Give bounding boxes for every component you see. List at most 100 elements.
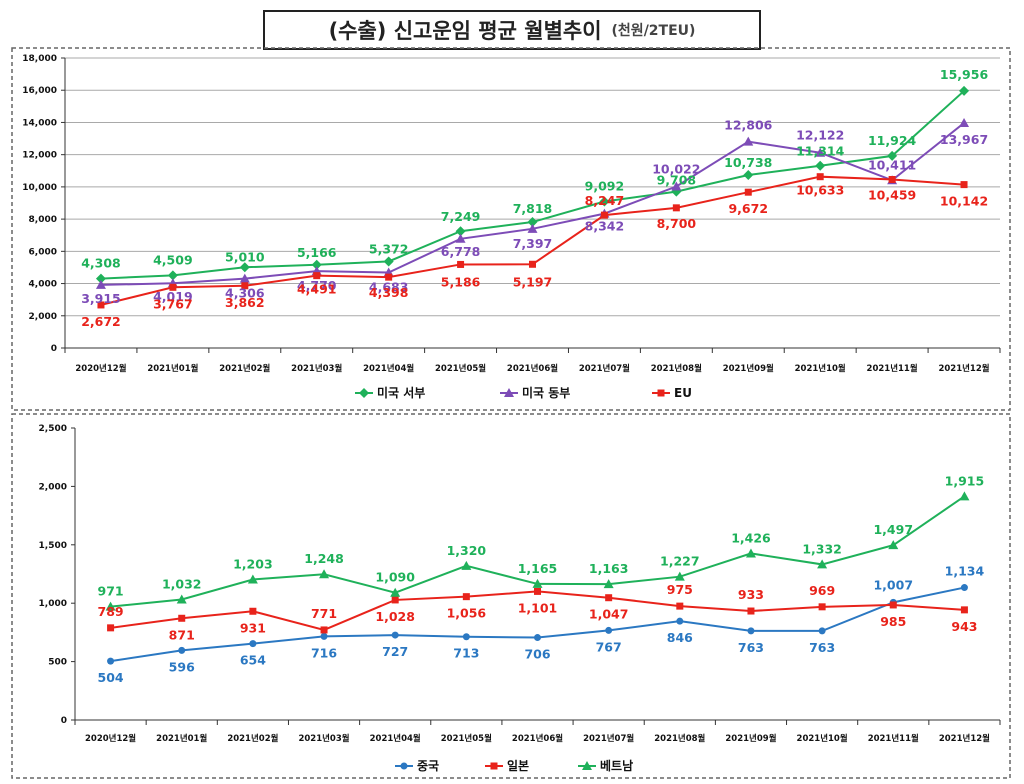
- data-point: [815, 160, 826, 171]
- data-point: [600, 211, 608, 219]
- y-tick-label: 12,000: [22, 151, 57, 161]
- y-tick-label: 8,000: [29, 215, 57, 225]
- data-label: 1,163: [589, 561, 629, 576]
- data-label: 596: [169, 659, 195, 674]
- x-tick-label: 2021년09월: [725, 733, 776, 744]
- legend-marker: [582, 761, 592, 770]
- data-point: [527, 223, 538, 233]
- data-label: 1,047: [589, 607, 629, 622]
- data-point: [97, 301, 105, 309]
- data-point: [818, 627, 826, 635]
- data-point: [529, 260, 536, 268]
- x-tick-label: 2021년05월: [435, 363, 486, 374]
- data-point: [239, 262, 250, 273]
- x-tick-label: 2021년07월: [579, 363, 630, 374]
- data-label: 10,738: [724, 155, 772, 170]
- data-label: 9,708: [657, 173, 697, 188]
- legend-marker: [400, 762, 408, 770]
- data-label: 4,019: [153, 289, 193, 304]
- x-tick-label: 2021년09월: [723, 363, 774, 374]
- x-tick-label: 2021년06월: [507, 363, 558, 374]
- chart1-border: [11, 47, 1011, 411]
- data-label: 8,342: [585, 219, 625, 234]
- y-tick-label: 16,000: [22, 86, 57, 96]
- data-point: [888, 540, 899, 550]
- data-point: [462, 593, 470, 601]
- data-label: 933: [738, 587, 764, 602]
- data-label: 504: [98, 670, 124, 685]
- x-tick-label: 2021년03월: [291, 363, 342, 374]
- data-label: 1,028: [375, 609, 415, 624]
- data-label: 3,915: [81, 291, 121, 306]
- data-label: 10,142: [940, 194, 988, 209]
- data-label: 5,010: [225, 249, 265, 264]
- data-point: [107, 657, 115, 665]
- data-point: [603, 579, 614, 589]
- data-point: [239, 273, 250, 283]
- data-point: [817, 559, 828, 569]
- chart-main-routes: 0 2,000 4,000 6,000 8,000 10,000 12,000 14,000 1…: [22, 54, 1001, 400]
- data-label: 1,320: [447, 543, 487, 558]
- data-point: [743, 169, 754, 180]
- chart2-border: [11, 413, 1011, 779]
- y-tick-label: 2,500: [39, 424, 67, 434]
- data-label: 789: [98, 604, 124, 619]
- legend-marker: [657, 389, 665, 397]
- data-point: [674, 571, 685, 581]
- data-label: 871: [169, 627, 195, 642]
- data-label: 7,818: [513, 201, 553, 216]
- data-label: 4,770: [297, 278, 337, 293]
- data-point: [672, 204, 680, 212]
- y-tick-label: 6,000: [29, 247, 57, 257]
- data-point: [107, 624, 115, 632]
- data-point: [534, 587, 541, 595]
- data-point: [249, 640, 257, 648]
- data-point: [313, 272, 321, 280]
- data-point: [599, 196, 610, 207]
- data-label: 7,397: [513, 236, 553, 251]
- data-point: [816, 173, 824, 181]
- data-label: 1,227: [660, 554, 700, 569]
- y-tick-label: 18,000: [22, 54, 57, 64]
- data-label: 4,491: [297, 282, 337, 297]
- data-label: 10,022: [652, 162, 700, 177]
- legend-marker: [504, 388, 514, 397]
- data-point: [391, 596, 399, 604]
- x-tick-label: 2021년11월: [867, 363, 918, 374]
- data-label: 2,672: [81, 314, 121, 329]
- x-tick-label: 2021년12월: [939, 733, 990, 744]
- data-label: 4,306: [225, 286, 265, 301]
- data-point: [383, 256, 394, 267]
- data-point: [818, 603, 826, 611]
- data-label: 1,134: [945, 564, 985, 579]
- data-label: 713: [453, 646, 479, 661]
- data-point: [889, 601, 897, 609]
- x-tick-label: 2021년10월: [797, 733, 848, 744]
- data-label: 10,633: [796, 183, 844, 198]
- data-label: 11,924: [868, 133, 917, 148]
- data-label: 9,092: [585, 179, 625, 194]
- data-label: 1,203: [233, 556, 273, 571]
- data-label: 12,122: [796, 128, 844, 143]
- data-label: 971: [98, 584, 124, 599]
- x-tick-label: 2021년12월: [938, 363, 989, 374]
- data-label: 763: [809, 640, 835, 655]
- data-label: 969: [809, 583, 835, 598]
- data-label: 3,767: [153, 296, 193, 311]
- data-label: 727: [382, 644, 408, 659]
- data-label: 846: [667, 630, 693, 645]
- data-label: 3,862: [225, 295, 265, 310]
- data-point: [385, 273, 393, 281]
- legend-label: 미국 동부: [522, 385, 570, 400]
- data-label: 10,459: [868, 187, 916, 202]
- data-point: [676, 602, 684, 610]
- chart-asia-routes: 0 500 1,000 1,500 2,000 2,500 2020년12월 2021년01월…: [39, 424, 1001, 773]
- data-point: [105, 601, 116, 611]
- y-tick-label: 14,000: [22, 118, 57, 128]
- x-tick-label: 2021년01월: [156, 733, 207, 744]
- y-tick-label: 2,000: [39, 482, 67, 492]
- legend-label: 중국: [417, 759, 439, 773]
- chart-title: (수출) 신고운임 평균 월별추이: [328, 19, 602, 43]
- data-point: [249, 607, 257, 615]
